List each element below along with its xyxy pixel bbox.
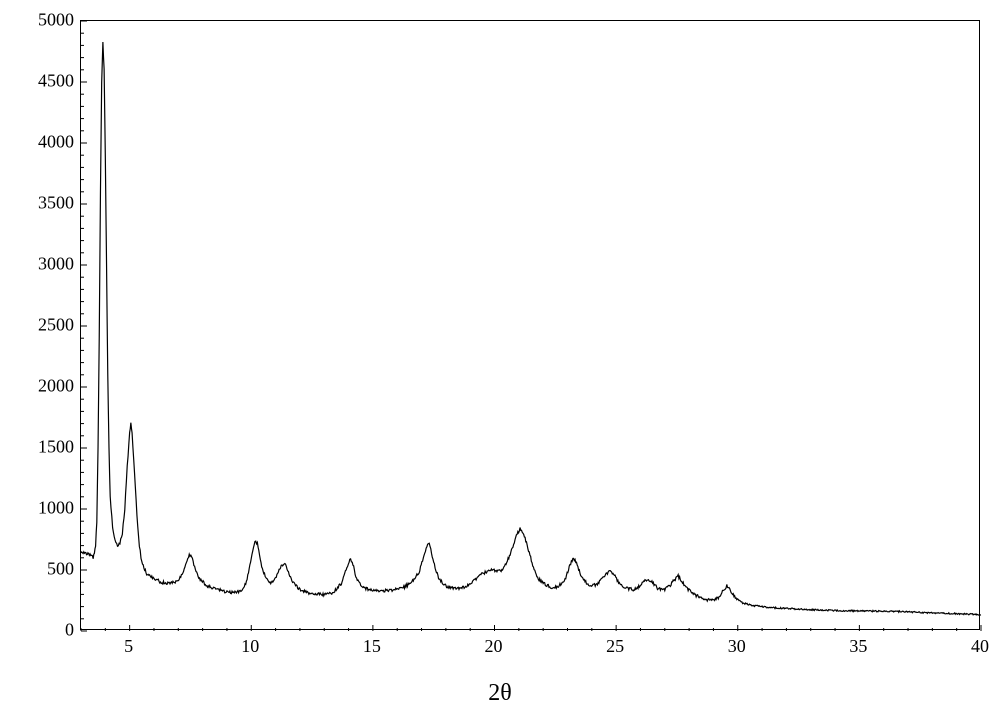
x-tick-label: 15 xyxy=(352,636,392,657)
y-tick-label: 4500 xyxy=(14,71,74,92)
y-tick-label: 3000 xyxy=(14,254,74,275)
y-tick-label: 2000 xyxy=(14,376,74,397)
x-tick-label: 40 xyxy=(960,636,1000,657)
x-tick-label: 35 xyxy=(838,636,878,657)
y-tick-label: 1500 xyxy=(14,437,74,458)
plot-svg xyxy=(81,21,981,631)
y-tick-label: 0 xyxy=(14,620,74,641)
y-tick-label: 500 xyxy=(14,559,74,580)
y-tick-label: 2500 xyxy=(14,315,74,336)
y-tick-label: 4000 xyxy=(14,132,74,153)
x-tick-label: 25 xyxy=(595,636,635,657)
plot-area xyxy=(80,20,980,630)
chart-container: 2θ 0500100015002000250030003500400045005… xyxy=(0,0,1000,701)
xrd-trace xyxy=(81,42,981,615)
x-tick-label: 20 xyxy=(474,636,514,657)
x-tick-label: 10 xyxy=(230,636,270,657)
y-tick-label: 5000 xyxy=(14,10,74,31)
y-tick-label: 1000 xyxy=(14,498,74,519)
x-tick-label: 30 xyxy=(717,636,757,657)
y-tick-label: 3500 xyxy=(14,193,74,214)
x-tick-label: 5 xyxy=(109,636,149,657)
x-axis-title: 2θ xyxy=(0,680,1000,707)
